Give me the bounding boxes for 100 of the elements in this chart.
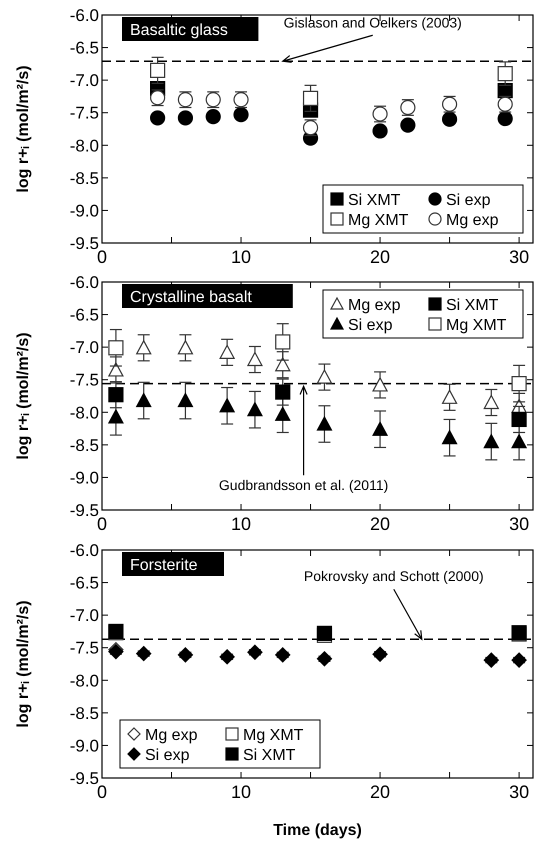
point [108,340,124,356]
point [108,387,124,402]
legend-label: Si exp [446,192,491,209]
legend-label: Si XMT [446,297,499,314]
point [484,652,499,668]
annotation: Gislason and Oelkers (2003) [284,14,462,30]
y-axis-title: log r+ᵢ (mol/m²/s) [15,65,32,193]
y-tick-label: -8.0 [70,136,99,156]
y-tick-label: -9.0 [70,201,99,220]
legend-label: Si exp [145,747,190,764]
point [178,647,194,662]
y-tick-label: -6.5 [70,38,99,58]
chart-title: Crystalline basalt [130,289,252,306]
point [511,412,527,428]
point [511,652,527,668]
point [372,123,388,139]
point [372,422,388,436]
y-tick-label: -9.0 [70,736,99,756]
point [511,376,527,392]
point [220,398,235,412]
point [247,402,263,416]
point [178,340,194,354]
annotation: Pokrovsky and Schott (2000) [304,568,484,584]
point [275,647,290,662]
x-tick-label: 20 [370,514,390,534]
point [108,409,124,424]
y-tick-label: -9.5 [70,769,99,788]
point [302,90,318,106]
point [484,394,499,410]
y-tick-label: -8.5 [70,436,99,455]
x-tick-label: 30 [509,247,530,267]
y-tick-label: -8.0 [70,403,99,422]
annotation: Gudbrandsson et al. (2011) [218,477,388,494]
point [108,362,124,377]
point [372,377,388,392]
point [178,392,194,408]
x-tick-label: 10 [231,514,252,534]
point [498,66,513,82]
point [498,110,513,126]
y-tick-label: -6.0 [70,6,99,25]
point [247,644,263,660]
point [136,392,152,408]
point [400,117,416,133]
y-tick-label: -8.0 [70,671,99,690]
legend-label: Mg XMT [243,727,304,744]
point [275,357,290,372]
y-tick-label: -6.5 [70,574,99,593]
legend-label: Mg XMT [446,317,507,334]
point [275,334,290,350]
legend-label: Mg XMT [348,212,409,229]
point [233,107,249,122]
point [511,434,527,448]
x-axis-title: Time (days) [273,822,362,839]
point [220,649,235,664]
point [316,651,332,666]
point [275,384,290,400]
y-tick-label: -8.5 [70,168,99,188]
point [136,646,152,662]
x-tick-label: 0 [96,247,108,267]
point [150,110,166,126]
x-tick-label: 0 [96,514,108,534]
y-tick-label: -7.0 [70,338,99,358]
point [316,416,332,431]
x-tick-label: 20 [370,782,390,802]
y-tick-label: -9.5 [70,234,99,253]
y-tick-label: -6.0 [70,273,99,292]
point [150,62,166,78]
point [206,109,221,124]
y-tick-label: -7.5 [70,104,99,123]
x-tick-label: 10 [231,782,252,802]
y-tick-label: -6.0 [70,541,99,560]
y-tick-label: -9.0 [70,468,99,488]
chart-title: Forsterite [130,557,198,574]
x-tick-label: 30 [509,782,530,802]
x-tick-label: 20 [370,247,390,267]
legend-label: Mg exp [348,297,401,314]
x-tick-label: 30 [509,514,530,534]
y-tick-label: -9.5 [70,501,99,520]
legend-label: Mg exp [145,727,198,744]
point [220,344,235,359]
y-axis-title: log r+ᵢ (mol/m²/s) [15,600,32,728]
legend-label: Si exp [348,317,393,334]
y-tick-label: -6.5 [70,306,99,325]
chart-title: Basaltic glass [130,22,228,39]
point [442,112,458,127]
point [178,110,194,126]
x-tick-label: 0 [96,782,108,802]
point [442,430,458,444]
point [372,646,388,662]
legend-label: Mg exp [446,212,499,229]
point [275,406,290,421]
point [316,370,332,384]
x-tick-label: 10 [231,247,252,267]
legend-label: Si XMT [348,192,401,209]
y-tick-label: -7.0 [70,606,99,626]
y-tick-label: -8.5 [70,704,99,723]
point [484,434,499,448]
y-tick-label: -7.5 [70,370,99,390]
point [442,390,458,404]
y-tick-label: -7.5 [70,638,99,658]
